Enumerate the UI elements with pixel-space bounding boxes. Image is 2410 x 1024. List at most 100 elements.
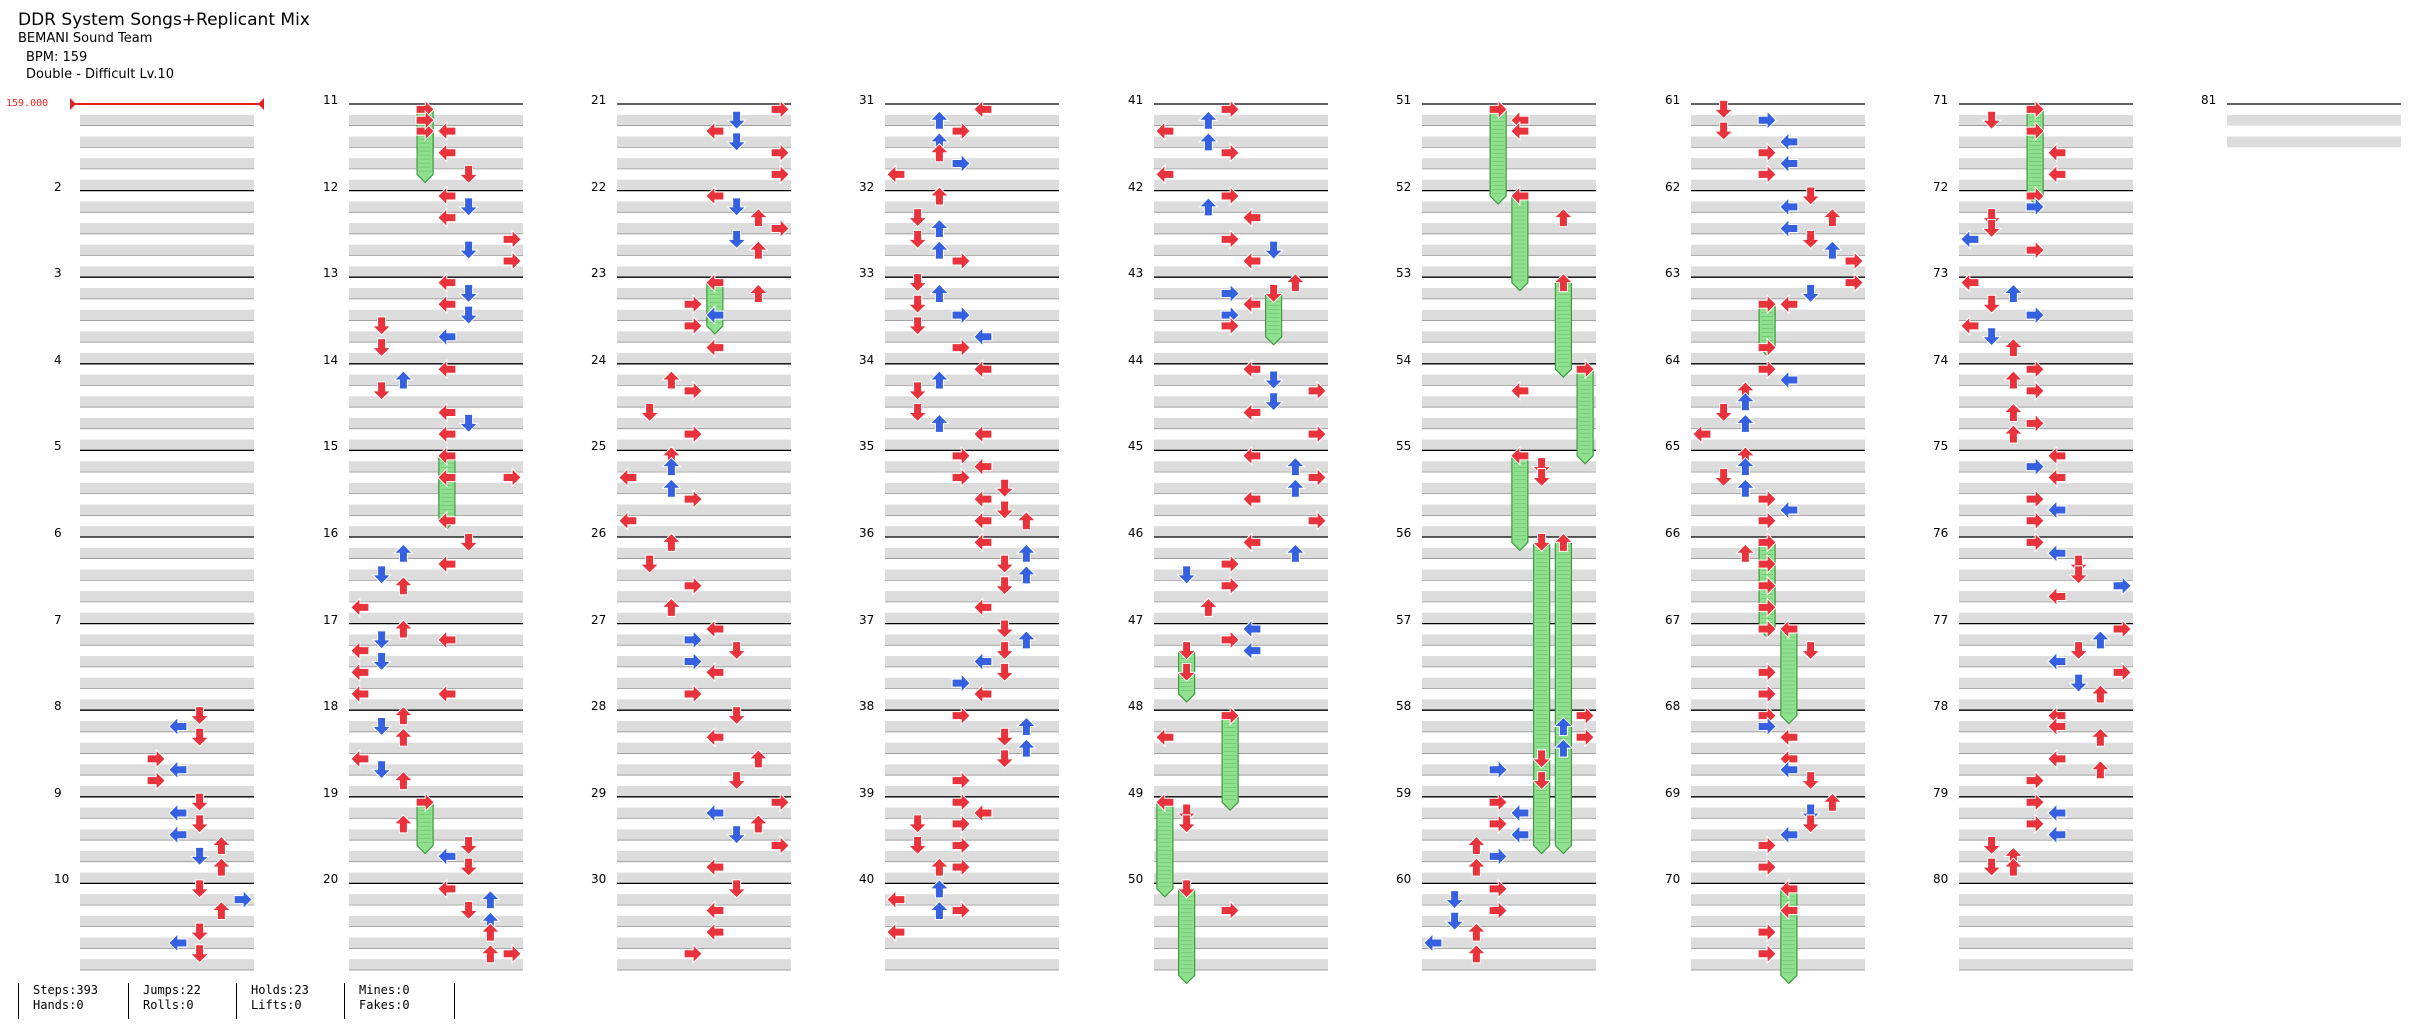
note-arrow-left [705,802,725,824]
note-arrow-right [770,792,790,813]
note-arrow-up [2003,424,2024,444]
measure-number: 13 [323,266,339,281]
note-arrow-up [1735,456,1756,477]
beat-band [1959,569,2133,581]
note-arrow-right [2025,196,2045,218]
beat-band [1959,504,2133,516]
note-arrow-left [618,510,638,531]
hold-head-arrow-right [1575,359,1595,380]
beat-band [885,179,1059,191]
song-artist: BEMANI Sound Team [18,31,153,46]
measure-number: 15 [323,439,339,454]
beat-band [349,959,523,970]
note-arrow-left [1242,402,1262,423]
note-arrow-up [1735,413,1756,433]
stats-divider [454,983,455,1019]
bpm-change-label: 159.000 [6,98,49,109]
note-arrow-down [1981,857,2002,877]
note-arrow-right [951,705,971,726]
note-arrow-up [1285,543,1306,563]
measure-number: 63 [1665,266,1681,281]
beat-band [617,591,791,602]
note-arrow-right [1307,423,1327,445]
beat-band [1959,439,2133,451]
note-arrow-up [929,186,950,206]
beat-band [1959,374,2133,386]
beat-band [349,244,523,256]
note-arrow-left [2047,467,2067,488]
beat-band [1691,244,1865,256]
measure-number: 40 [859,872,875,887]
beat-band [1691,114,1865,126]
beat-band [885,872,1059,884]
beat-band [617,785,791,797]
beat-band [1422,742,1596,754]
note-arrow-up [748,749,769,769]
note-arrow-right [1220,315,1240,337]
beat-band [617,959,791,970]
note-arrow-right [1220,629,1240,651]
note-arrow-up [929,283,950,303]
note-arrow-right [1307,467,1327,488]
beat-band [1691,439,1865,451]
note-arrow-left [1692,423,1712,445]
beat-band [885,634,1059,646]
beat-band [349,223,523,234]
note-arrow-down [1800,771,1821,791]
note-arrow-down [994,576,1015,596]
beat-band [1691,807,1865,819]
beat-band [885,396,1059,408]
measure-number: 20 [323,872,339,887]
beat-band [1154,894,1328,906]
note-arrow-down [1531,467,1552,488]
beat-band [1422,417,1596,429]
measure-number: 71 [1933,93,1949,107]
note-arrow-right [233,889,253,910]
beat-band [885,785,1059,797]
beat-band [349,937,523,949]
beat-band [80,417,254,429]
beat-band [1422,872,1596,884]
measure-number: 81 [2201,93,2217,107]
beat-band [1959,807,2133,819]
note-arrow-left [1779,131,1799,153]
beat-band [1691,591,1865,602]
beat-band [80,829,254,841]
stat-hands: Hands:0 [33,998,84,1012]
note-arrow-left [168,716,188,737]
note-arrow-right [951,250,971,272]
note-arrow-down [458,857,479,877]
note-arrow-right [1757,921,1777,943]
beat-band [1422,309,1596,321]
beat-band [80,569,254,581]
note-arrow-up [393,814,414,834]
note-arrow-left [705,185,725,207]
hold-note [1511,455,1529,552]
note-arrow-down [371,338,392,358]
measure-number: 28 [591,699,607,714]
beat-band [885,331,1059,343]
beat-band [1422,136,1596,148]
beat-band [1154,309,1328,321]
note-arrow-up [211,835,232,856]
beat-band [885,547,1059,559]
beat-band [1154,526,1328,537]
note-arrow-right [1220,575,1240,596]
beat-band [80,114,254,126]
note-arrow-up [661,478,682,498]
hold-note [1221,715,1239,812]
measure-number: 69 [1665,785,1681,800]
note-arrow-right [683,651,703,672]
beat-band [80,504,254,516]
note-arrow-down [726,641,747,661]
beat-band [617,829,791,841]
beat-band [1959,721,2133,732]
measure-number: 50 [1128,872,1144,887]
beat-band [80,742,254,754]
hold-head-arrow-up [1553,532,1574,552]
beat-band [617,526,791,537]
beat-band [1422,656,1596,667]
note-arrow-right [1488,759,1508,780]
note-arrow-up [1198,110,1219,130]
beat-band [349,591,523,602]
